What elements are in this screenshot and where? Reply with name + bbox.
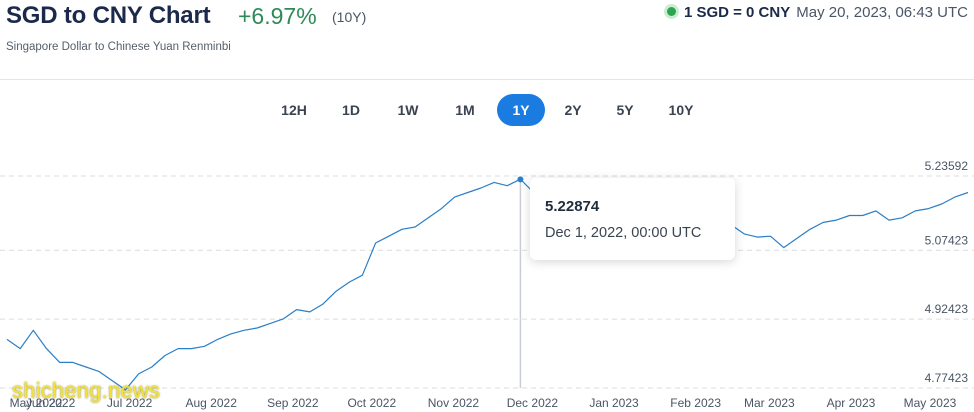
tab-5y[interactable]: 5Y: [616, 102, 634, 118]
series-line: [6, 178, 969, 391]
rate-chart[interactable]: 5.23592 5.07423 4.92423 4.77423 May 2022Jun …: [0, 140, 974, 412]
x-tick-label: Feb 2023: [670, 396, 721, 410]
live-rate-value: 1 SGD = 0 CNY: [683, 4, 791, 21]
page-title: SGD to CNY Chart: [6, 2, 211, 29]
x-tick-label: May 2022: [10, 396, 63, 410]
watermark: shicheng.news: [12, 378, 161, 403]
y-tick-label: 4.92423: [925, 302, 969, 316]
x-tick-label: Jun 2022: [26, 396, 76, 410]
x-tick-label: Aug 2022: [186, 396, 238, 410]
chart-header: SGD to CNY Chart +6.97% (10Y) Singapore …: [6, 0, 968, 60]
x-tick-label: Apr 2023: [827, 396, 876, 410]
live-rate: 1 SGD = 0 CNY May 20, 2023, 06:43 UTC: [666, 4, 968, 21]
tab-1d[interactable]: 1D: [342, 102, 360, 118]
tab-12h[interactable]: 12H: [281, 102, 307, 118]
rate-timestamp: May 20, 2023, 06:43 UTC: [796, 4, 968, 21]
y-tick-label: 4.77423: [925, 371, 969, 385]
chart-tooltip: 5.22874 Dec 1, 2022, 00:00 UTC: [530, 178, 735, 260]
x-tick-label: May 2023: [904, 396, 957, 410]
header-divider: [0, 79, 974, 80]
x-tick-label: Sep 2022: [267, 396, 319, 410]
x-tick-label: Jul 2022: [107, 396, 153, 410]
x-tick-label: Mar 2023: [744, 396, 795, 410]
x-tick-label: Dec 2022: [507, 396, 559, 410]
page-subtitle: Singapore Dollar to Chinese Yuan Renminb…: [6, 41, 231, 53]
tab-1w[interactable]: 1W: [397, 102, 419, 118]
tab-10y[interactable]: 10Y: [668, 102, 694, 118]
change-period: (10Y): [332, 9, 367, 25]
y-tick-label: 5.23592: [925, 159, 969, 173]
x-tick-label: Nov 2022: [428, 396, 480, 410]
change-percent: +6.97%: [238, 3, 317, 29]
tab-1m[interactable]: 1M: [455, 102, 475, 118]
highlight-point: [517, 176, 524, 183]
tab-2y[interactable]: 2Y: [564, 102, 582, 118]
tab-1y[interactable]: 1Y: [497, 94, 545, 126]
x-tick-label: Oct 2022: [347, 396, 396, 410]
y-tick-label: 5.07423: [925, 233, 969, 247]
x-tick-label: Jan 2023: [589, 396, 639, 410]
tooltip-value: 5.22874: [545, 198, 600, 215]
tooltip-date: Dec 1, 2022, 00:00 UTC: [545, 225, 702, 241]
live-status-icon: [666, 7, 676, 16]
